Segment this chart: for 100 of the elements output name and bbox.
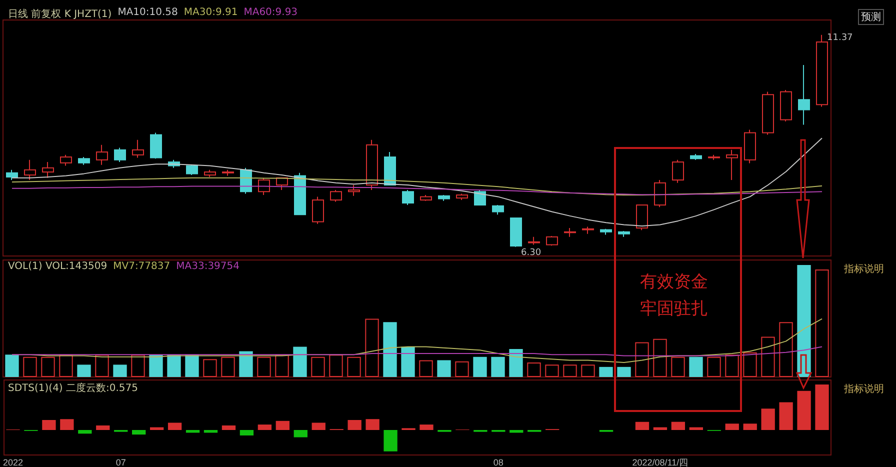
- x-tick-label: 07: [116, 458, 126, 467]
- bar: [653, 427, 668, 430]
- bar: [671, 422, 686, 430]
- candlestick: [96, 144, 108, 166]
- x-tick-label: 08: [493, 458, 504, 467]
- bar: [240, 430, 254, 436]
- candlestick: [384, 151, 396, 186]
- bar: [635, 342, 649, 377]
- bar: [96, 425, 110, 430]
- candlestick: [492, 204, 504, 216]
- bar: [167, 354, 181, 377]
- bar: [725, 354, 739, 377]
- candlestick: [438, 194, 450, 202]
- candlestick: [6, 169, 18, 180]
- bar: [239, 351, 253, 377]
- candlestick: [348, 184, 360, 196]
- bar: [437, 360, 451, 377]
- bar: [41, 356, 55, 377]
- bar: [132, 430, 146, 435]
- text: 指标说明: [844, 382, 884, 396]
- candlestick: [132, 139, 144, 158]
- candlestick: [456, 193, 468, 201]
- bar: [275, 354, 289, 377]
- candlestick: [114, 147, 126, 162]
- candlestick: [510, 217, 522, 248]
- bar: [23, 356, 37, 377]
- bar: [257, 356, 271, 377]
- candlestick: [60, 154, 72, 166]
- bar: [617, 366, 631, 377]
- bar: [653, 338, 667, 377]
- candlestick: [420, 194, 432, 202]
- bar: [689, 356, 703, 377]
- candlestick: [546, 236, 558, 246]
- bar: [581, 364, 595, 377]
- bar: [761, 336, 775, 377]
- bar: [113, 364, 127, 377]
- annotation: SDTS(1)(4) 二度云数:0.575: [8, 382, 138, 395]
- annotation: MV7:77837: [113, 261, 170, 272]
- bar: [168, 422, 182, 430]
- candlestick: [222, 169, 234, 176]
- candlestick: [672, 159, 684, 184]
- bar: [797, 265, 811, 377]
- bar: [312, 422, 326, 430]
- text: 日线 前复权 K JHZT(1): [8, 8, 112, 21]
- text: 6.30: [521, 248, 542, 258]
- bar: [671, 356, 685, 377]
- candlestick: [636, 204, 648, 231]
- bar: [815, 384, 829, 430]
- bar: [294, 430, 308, 438]
- candlestick: [582, 226, 594, 234]
- text: MA10:10.58: [118, 7, 178, 20]
- candlestick: [780, 90, 792, 122]
- annotation: VOL(1) VOL:143509: [8, 261, 108, 272]
- x-tick-label: 2022: [2, 458, 24, 467]
- candlestick: [798, 64, 810, 126]
- bar: [329, 354, 343, 377]
- annotation: 有效资金: [640, 271, 708, 294]
- bar: [131, 354, 145, 377]
- text: MA60:9.93: [244, 7, 298, 20]
- candlestick: [744, 129, 756, 164]
- bar: [635, 422, 650, 430]
- bar: [59, 354, 73, 377]
- candlestick: [654, 179, 666, 208]
- annotation: MA33:39754: [176, 261, 240, 272]
- candlestick: [708, 154, 720, 160]
- annotation: 牢固驻扎: [640, 298, 708, 321]
- bar: [149, 354, 163, 377]
- bar: [779, 322, 793, 377]
- candlestick: [474, 190, 486, 206]
- bar: [5, 354, 19, 377]
- bar: [366, 419, 380, 430]
- bar: [365, 318, 379, 377]
- bar: [815, 270, 829, 377]
- bar: [545, 364, 559, 377]
- bar: [419, 360, 433, 377]
- text: 预测: [858, 9, 884, 25]
- bar: [293, 346, 307, 377]
- bar: [491, 356, 505, 377]
- bar: [473, 356, 487, 377]
- bar: [797, 390, 811, 430]
- bar: [779, 402, 793, 430]
- candlestick: [294, 172, 306, 216]
- bar: [743, 352, 757, 377]
- bar: [222, 425, 236, 430]
- bar: [276, 420, 290, 430]
- bar: [221, 356, 235, 377]
- bar: [401, 346, 415, 377]
- bar: [77, 364, 91, 377]
- candlestick: [618, 230, 630, 238]
- bar: [420, 424, 434, 430]
- bar: [150, 427, 164, 430]
- bar: [95, 354, 109, 377]
- candlestick: [726, 149, 738, 180]
- candlestick: [42, 161, 54, 178]
- candlestick: [816, 34, 828, 108]
- bar: [311, 356, 325, 377]
- candlestick: [402, 190, 414, 206]
- candlestick: [330, 190, 342, 202]
- bar: [509, 349, 523, 377]
- bar: [455, 361, 469, 377]
